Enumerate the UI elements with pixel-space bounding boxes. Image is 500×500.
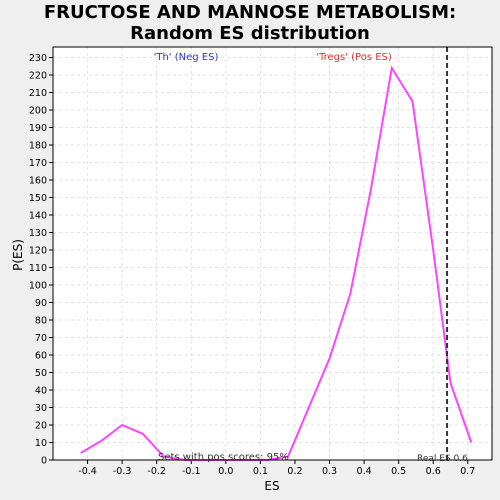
y-tick-label: 80 — [35, 316, 47, 327]
x-tick-label: 0.5 — [391, 466, 406, 477]
y-tick-label: 60 — [35, 351, 47, 362]
y-tick-label: 210 — [29, 88, 47, 99]
y-tick-label: 50 — [35, 368, 47, 379]
y-axis-label: P(ES) — [11, 239, 25, 271]
plot-border — [52, 46, 493, 461]
x-tick-label: 0.6 — [426, 466, 441, 477]
y-tick-label: 30 — [35, 403, 47, 414]
y-tick-label: 90 — [35, 298, 47, 309]
x-tick-label: -0.1 — [182, 466, 201, 477]
y-tick-label: 40 — [35, 386, 47, 397]
x-tick-label: 0.3 — [322, 466, 337, 477]
y-tick-label: 20 — [35, 421, 47, 432]
plot-area — [53, 47, 492, 460]
chart-title: FRUCTOSE AND MANNOSE METABOLISM: Random … — [0, 2, 500, 44]
x-tick-label: 0.1 — [253, 466, 268, 477]
y-tick-label: 200 — [29, 106, 47, 117]
y-tick-label: 100 — [29, 281, 47, 292]
y-tick-label: 10 — [35, 438, 47, 449]
y-tick-label: 180 — [29, 141, 47, 152]
x-tick-label: -0.2 — [147, 466, 166, 477]
y-tick-label: 120 — [29, 246, 47, 257]
y-tick-label: 190 — [29, 123, 47, 134]
real-es-annotation: Real ES 0.6 — [417, 454, 468, 464]
chart-title-line1: FRUCTOSE AND MANNOSE METABOLISM: — [43, 2, 457, 23]
y-tick-label: 150 — [29, 193, 47, 204]
y-tick-label: 0 — [41, 456, 47, 467]
grid-lines — [53, 47, 492, 461]
y-tick-label: 170 — [29, 158, 47, 169]
y-axis-ticks: 0 10 20 30 40 50 60 70 80 90 100 110 120 130 140 150 160… — [29, 53, 53, 467]
pos-es-label: 'Tregs' (Pos ES) — [316, 52, 392, 63]
x-tick-label: 0.4 — [357, 466, 372, 477]
x-tick-label: 0.0 — [218, 466, 233, 477]
chart-title-line2: Random ES distribution — [130, 23, 370, 44]
y-tick-label: 130 — [29, 228, 47, 239]
x-axis-ticks: -0.4 -0.3 -0.2 -0.1 0.0 0.1 0.2 0.3 0.4 0.5 0.6 0.7 — [78, 460, 475, 477]
x-tick-label: 0.7 — [460, 466, 475, 477]
es-distribution-line — [80, 65, 473, 461]
neg-es-label: 'Th' (Neg ES) — [154, 52, 219, 63]
y-tick-label: 140 — [29, 211, 47, 222]
y-tick-label: 230 — [29, 53, 47, 64]
y-tick-label: 160 — [29, 176, 47, 187]
x-tick-label: 0.2 — [287, 466, 302, 477]
pos-scores-annotation: Sets with pos scores: 95% — [158, 452, 289, 463]
x-tick-label: -0.4 — [78, 466, 97, 477]
y-tick-label: 220 — [29, 71, 47, 82]
y-tick-label: 70 — [35, 333, 47, 344]
x-tick-label: -0.3 — [113, 466, 132, 477]
x-axis-label: ES — [264, 479, 279, 493]
y-tick-label: 110 — [29, 263, 47, 274]
